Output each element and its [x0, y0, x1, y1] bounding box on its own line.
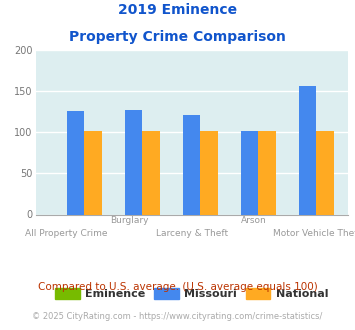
- Bar: [258, 131, 276, 214]
- Bar: [183, 115, 200, 214]
- Text: All Property Crime: All Property Crime: [26, 229, 108, 238]
- Bar: [316, 131, 334, 214]
- Bar: [142, 131, 160, 214]
- Bar: [67, 112, 84, 214]
- Text: Compared to U.S. average. (U.S. average equals 100): Compared to U.S. average. (U.S. average …: [38, 282, 317, 292]
- Legend: Eminence, Missouri, National: Eminence, Missouri, National: [49, 283, 334, 305]
- Bar: [84, 131, 102, 214]
- Text: Property Crime Comparison: Property Crime Comparison: [69, 30, 286, 44]
- Text: © 2025 CityRating.com - https://www.cityrating.com/crime-statistics/: © 2025 CityRating.com - https://www.city…: [32, 312, 323, 321]
- Text: Larceny & Theft: Larceny & Theft: [155, 229, 228, 238]
- Bar: [299, 86, 316, 214]
- Text: Motor Vehicle Theft: Motor Vehicle Theft: [273, 229, 355, 238]
- Text: Burglary: Burglary: [110, 216, 148, 225]
- Bar: [125, 110, 142, 214]
- Bar: [241, 131, 258, 214]
- Text: Arson: Arson: [241, 216, 267, 225]
- Text: 2019 Eminence: 2019 Eminence: [118, 3, 237, 17]
- Bar: [200, 131, 218, 214]
